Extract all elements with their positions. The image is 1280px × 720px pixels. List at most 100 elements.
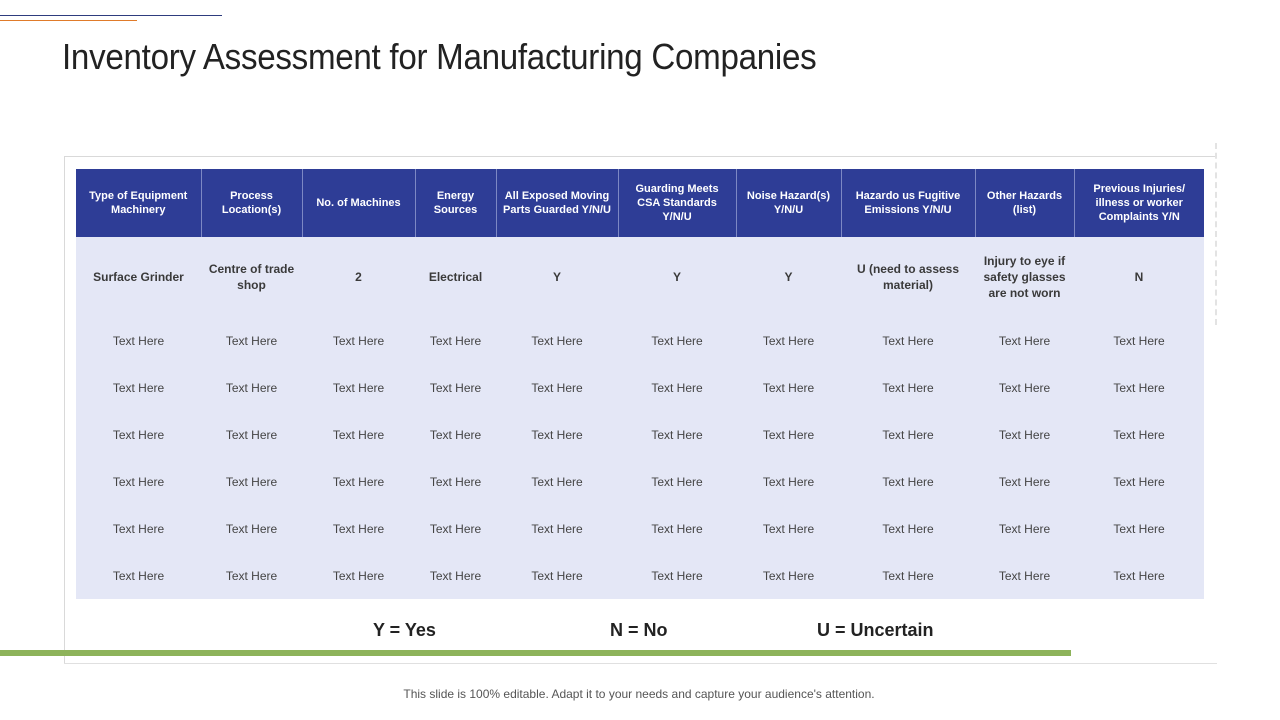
table-header-row: Type of Equipment Machinery Process Loca… (76, 169, 1204, 237)
table-cell: Text Here (415, 411, 496, 458)
table-cell: Y (618, 237, 736, 317)
table-cell: Text Here (76, 317, 201, 364)
table-cell: Text Here (76, 458, 201, 505)
table-cell: Text Here (76, 411, 201, 458)
header-guarding-csa: Guarding Meets CSA Standards Y/N/U (618, 169, 737, 237)
table-cell: Y (496, 237, 618, 317)
table-cell: Text Here (618, 364, 736, 411)
table-cell: Text Here (415, 505, 496, 552)
table-cell: Text Here (841, 505, 975, 552)
table-cell: Text Here (736, 458, 841, 505)
table-cell: Text Here (76, 364, 201, 411)
decorative-line-blue (0, 15, 222, 16)
table-cell: Text Here (201, 317, 302, 364)
table-cell: Y (736, 237, 841, 317)
table-cell: Text Here (618, 411, 736, 458)
table-cell: Text Here (1074, 364, 1204, 411)
table-cell: Text Here (76, 505, 201, 552)
table-row: Text Here Text Here Text Here Text Here … (76, 364, 1204, 411)
table-cell: Text Here (1074, 411, 1204, 458)
table-row: Text Here Text Here Text Here Text Here … (76, 505, 1204, 552)
table-cell: Text Here (201, 552, 302, 599)
table-cell: Text Here (841, 411, 975, 458)
table-cell: Text Here (302, 505, 415, 552)
table-cell: Text Here (975, 505, 1074, 552)
legend-no: N = No (610, 620, 668, 640)
table-cell: Text Here (975, 317, 1074, 364)
table-cell: Text Here (302, 317, 415, 364)
legend-uncertain: U = Uncertain (817, 620, 934, 640)
table-cell: Text Here (1074, 505, 1204, 552)
table-cell: Text Here (496, 411, 618, 458)
table-cell: Text Here (975, 552, 1074, 599)
table-cell: Text Here (76, 552, 201, 599)
table-cell: Text Here (841, 317, 975, 364)
table-cell: Text Here (1074, 317, 1204, 364)
table-row: Text Here Text Here Text Here Text Here … (76, 317, 1204, 364)
table-cell: Text Here (1074, 458, 1204, 505)
table-cell: Text Here (302, 411, 415, 458)
table-row: Text Here Text Here Text Here Text Here … (76, 552, 1204, 599)
table-cell: Text Here (841, 364, 975, 411)
legend-yes: Y = Yes (373, 620, 436, 640)
page-title: Inventory Assessment for Manufacturing C… (62, 36, 817, 77)
table-cell: Text Here (302, 458, 415, 505)
table-cell: Text Here (496, 552, 618, 599)
table-cell: Text Here (975, 411, 1074, 458)
table-cell: Text Here (736, 411, 841, 458)
header-noise-hazard: Noise Hazard(s) Y/N/U (736, 169, 842, 237)
table-cell: Text Here (302, 364, 415, 411)
table-cell: Text Here (975, 458, 1074, 505)
inventory-table: Type of Equipment Machinery Process Loca… (76, 169, 1204, 599)
table-cell: 2 (302, 237, 415, 317)
table-cell: Injury to eye if safety glasses are not … (975, 237, 1074, 317)
table-cell: Electrical (415, 237, 496, 317)
table-cell: Text Here (201, 505, 302, 552)
table-row: Text Here Text Here Text Here Text Here … (76, 411, 1204, 458)
header-previous-injuries: Previous Injuries/ illness or worker Com… (1074, 169, 1204, 237)
table-cell: Text Here (201, 458, 302, 505)
table-cell: N (1074, 237, 1204, 317)
header-moving-parts-guarded: All Exposed Moving Parts Guarded Y/N/U (496, 169, 619, 237)
table-cell: Surface Grinder (76, 237, 201, 317)
footer-note: This slide is 100% editable. Adapt it to… (403, 687, 875, 701)
decorative-line-orange (0, 20, 137, 21)
table-cell: Text Here (302, 552, 415, 599)
table-cell: Centre of trade shop (201, 237, 302, 317)
table-cell: Text Here (415, 364, 496, 411)
header-other-hazards: Other Hazards (list) (975, 169, 1075, 237)
accent-bar (0, 650, 1071, 656)
table-cell: Text Here (496, 458, 618, 505)
table-cell: Text Here (496, 505, 618, 552)
table-row: Text Here Text Here Text Here Text Here … (76, 458, 1204, 505)
header-machine-count: No. of Machines (302, 169, 416, 237)
table-cell: Text Here (618, 505, 736, 552)
table-cell: Text Here (201, 411, 302, 458)
header-fugitive-emissions: Hazardo us Fugitive Emissions Y/N/U (841, 169, 976, 237)
legend: Y = Yes N = No U = Uncertain (0, 620, 1280, 642)
table-cell: Text Here (841, 552, 975, 599)
table-cell: Text Here (1074, 552, 1204, 599)
table-cell: Text Here (618, 317, 736, 364)
table-cell: Text Here (415, 552, 496, 599)
table-cell: Text Here (618, 552, 736, 599)
header-equipment-type: Type of Equipment Machinery (76, 169, 202, 237)
table-cell: Text Here (975, 364, 1074, 411)
table-cell: Text Here (736, 317, 841, 364)
table-cell: Text Here (736, 364, 841, 411)
table-cell: Text Here (736, 505, 841, 552)
header-energy-sources: Energy Sources (415, 169, 497, 237)
divider (64, 663, 1217, 664)
table-cell: Text Here (496, 364, 618, 411)
header-process-location: Process Location(s) (201, 169, 303, 237)
table-cell: Text Here (496, 317, 618, 364)
decorative-dashed-line (1215, 143, 1218, 325)
table-cell: Text Here (201, 364, 302, 411)
table-cell: Text Here (618, 458, 736, 505)
table-row: Surface Grinder Centre of trade shop 2 E… (76, 237, 1204, 317)
table-cell: Text Here (415, 317, 496, 364)
table-cell: Text Here (736, 552, 841, 599)
table-cell: U (need to assess material) (841, 237, 975, 317)
table-cell: Text Here (841, 458, 975, 505)
table-cell: Text Here (415, 458, 496, 505)
